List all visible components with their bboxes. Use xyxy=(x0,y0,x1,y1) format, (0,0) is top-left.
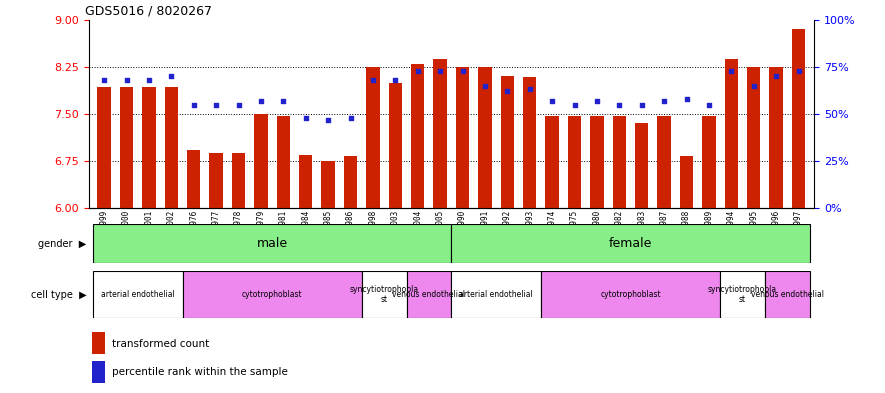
Bar xyxy=(411,64,425,208)
Point xyxy=(769,73,783,79)
Bar xyxy=(92,332,105,354)
Point xyxy=(232,101,246,108)
Point xyxy=(702,101,716,108)
Bar xyxy=(254,114,267,208)
Text: arterial endothelial: arterial endothelial xyxy=(101,290,174,299)
Point xyxy=(298,115,312,121)
Bar xyxy=(765,271,810,318)
Point xyxy=(590,97,604,104)
Bar xyxy=(635,123,649,208)
Bar xyxy=(769,67,783,208)
Text: male: male xyxy=(257,237,288,250)
Bar xyxy=(545,116,558,208)
Bar xyxy=(725,59,738,208)
Bar xyxy=(232,153,245,208)
Bar xyxy=(680,156,693,208)
Bar xyxy=(612,116,626,208)
Bar xyxy=(362,271,406,318)
Bar xyxy=(97,87,111,208)
Bar xyxy=(321,161,335,208)
Bar xyxy=(720,271,765,318)
Point xyxy=(209,101,223,108)
Point xyxy=(523,86,537,93)
Bar xyxy=(187,150,201,208)
Text: venous endothelial: venous endothelial xyxy=(750,290,824,299)
Point xyxy=(142,77,156,83)
Text: transformed count: transformed count xyxy=(112,339,210,349)
Point xyxy=(612,101,627,108)
Point xyxy=(366,77,380,83)
Point xyxy=(119,77,134,83)
Bar xyxy=(456,67,469,208)
Point xyxy=(680,96,694,102)
Text: syncytiotrophobla
st: syncytiotrophobla st xyxy=(708,285,777,305)
Text: cytotrophoblast: cytotrophoblast xyxy=(242,290,303,299)
Point xyxy=(343,115,358,121)
Bar xyxy=(182,271,362,318)
Bar xyxy=(93,271,182,318)
Bar xyxy=(658,116,671,208)
Bar xyxy=(119,87,134,208)
Point xyxy=(567,101,581,108)
Point xyxy=(456,68,470,74)
Text: percentile rank within the sample: percentile rank within the sample xyxy=(112,367,289,377)
Bar xyxy=(92,361,105,383)
Bar xyxy=(366,67,380,208)
Text: cytotrophoblast: cytotrophoblast xyxy=(600,290,661,299)
Text: gender  ▶: gender ▶ xyxy=(38,239,87,249)
Point xyxy=(97,77,112,83)
Bar xyxy=(389,83,402,208)
Bar xyxy=(406,271,451,318)
Point xyxy=(254,97,268,104)
Bar xyxy=(210,153,223,208)
Point xyxy=(165,73,179,79)
Point xyxy=(657,97,671,104)
Point xyxy=(478,83,492,89)
Text: GDS5016 / 8020267: GDS5016 / 8020267 xyxy=(85,4,212,17)
Point xyxy=(747,83,761,89)
Bar xyxy=(590,116,604,208)
Point xyxy=(433,68,447,74)
Bar xyxy=(277,116,290,208)
Bar xyxy=(568,116,581,208)
Bar xyxy=(434,59,447,208)
Bar xyxy=(142,87,156,208)
Bar xyxy=(792,29,805,208)
Bar xyxy=(702,116,716,208)
Bar xyxy=(541,271,720,318)
Point xyxy=(635,101,649,108)
Text: arterial endothelial: arterial endothelial xyxy=(459,290,533,299)
Point xyxy=(276,97,290,104)
Point xyxy=(411,68,425,74)
Bar xyxy=(344,156,358,208)
Bar xyxy=(165,87,178,208)
Point xyxy=(791,68,805,74)
Bar xyxy=(478,67,492,208)
Bar xyxy=(523,77,536,208)
Text: venous endothelial: venous endothelial xyxy=(392,290,466,299)
Bar xyxy=(451,271,541,318)
Bar xyxy=(501,76,514,208)
Point xyxy=(545,97,559,104)
Bar xyxy=(451,224,810,263)
Point xyxy=(500,88,514,94)
Point xyxy=(321,116,335,123)
Point xyxy=(389,77,403,83)
Text: syncytiotrophobla
st: syncytiotrophobla st xyxy=(350,285,419,305)
Point xyxy=(187,101,201,108)
Text: female: female xyxy=(609,237,652,250)
Bar xyxy=(93,224,451,263)
Text: cell type  ▶: cell type ▶ xyxy=(31,290,87,300)
Bar xyxy=(747,67,760,208)
Bar xyxy=(299,155,312,208)
Point xyxy=(724,68,738,74)
